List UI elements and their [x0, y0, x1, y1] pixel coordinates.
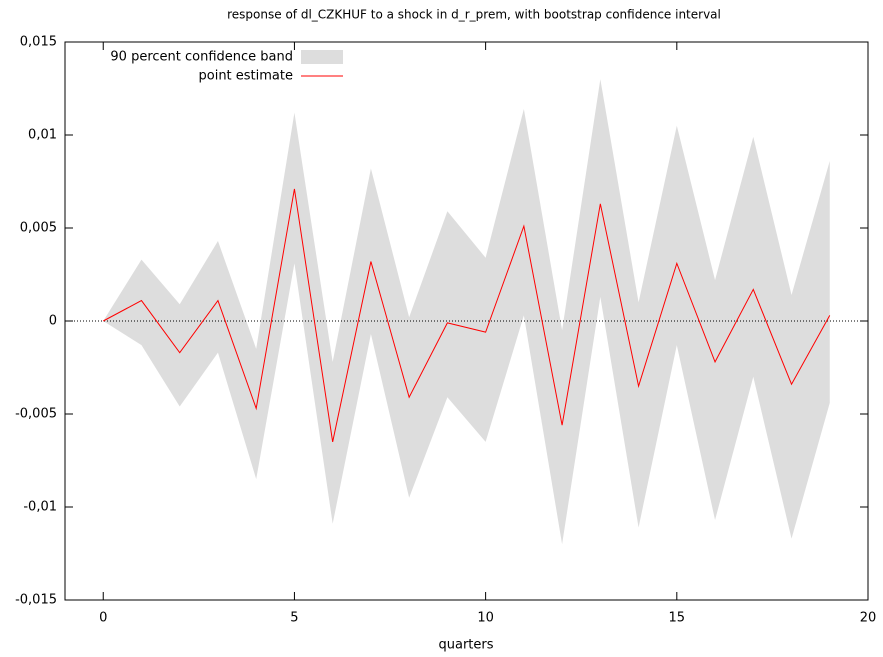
y-tick-label: 0,015 — [20, 35, 57, 50]
x-tick-label: 20 — [860, 611, 877, 626]
x-axis-label: quarters — [438, 638, 493, 653]
legend-label: point estimate — [199, 69, 294, 84]
confidence-band — [103, 79, 830, 545]
y-tick-label: 0,01 — [28, 128, 57, 143]
legend-label: 90 percent confidence band — [110, 50, 293, 65]
chart-title: response of dl_CZKHUF to a shock in d_r_… — [227, 8, 721, 22]
legend-swatch — [301, 50, 343, 64]
y-tick-label: -0,005 — [15, 407, 57, 422]
y-tick-label: -0,01 — [23, 500, 57, 515]
x-tick-label: 5 — [290, 611, 298, 626]
y-tick-label: 0,005 — [20, 221, 57, 236]
x-tick-label: 10 — [477, 611, 494, 626]
x-tick-label: 0 — [99, 611, 107, 626]
y-tick-label: -0,015 — [15, 593, 57, 608]
x-tick-label: 15 — [669, 611, 686, 626]
y-tick-label: 0 — [49, 314, 57, 329]
point-estimate-line — [103, 188, 831, 443]
